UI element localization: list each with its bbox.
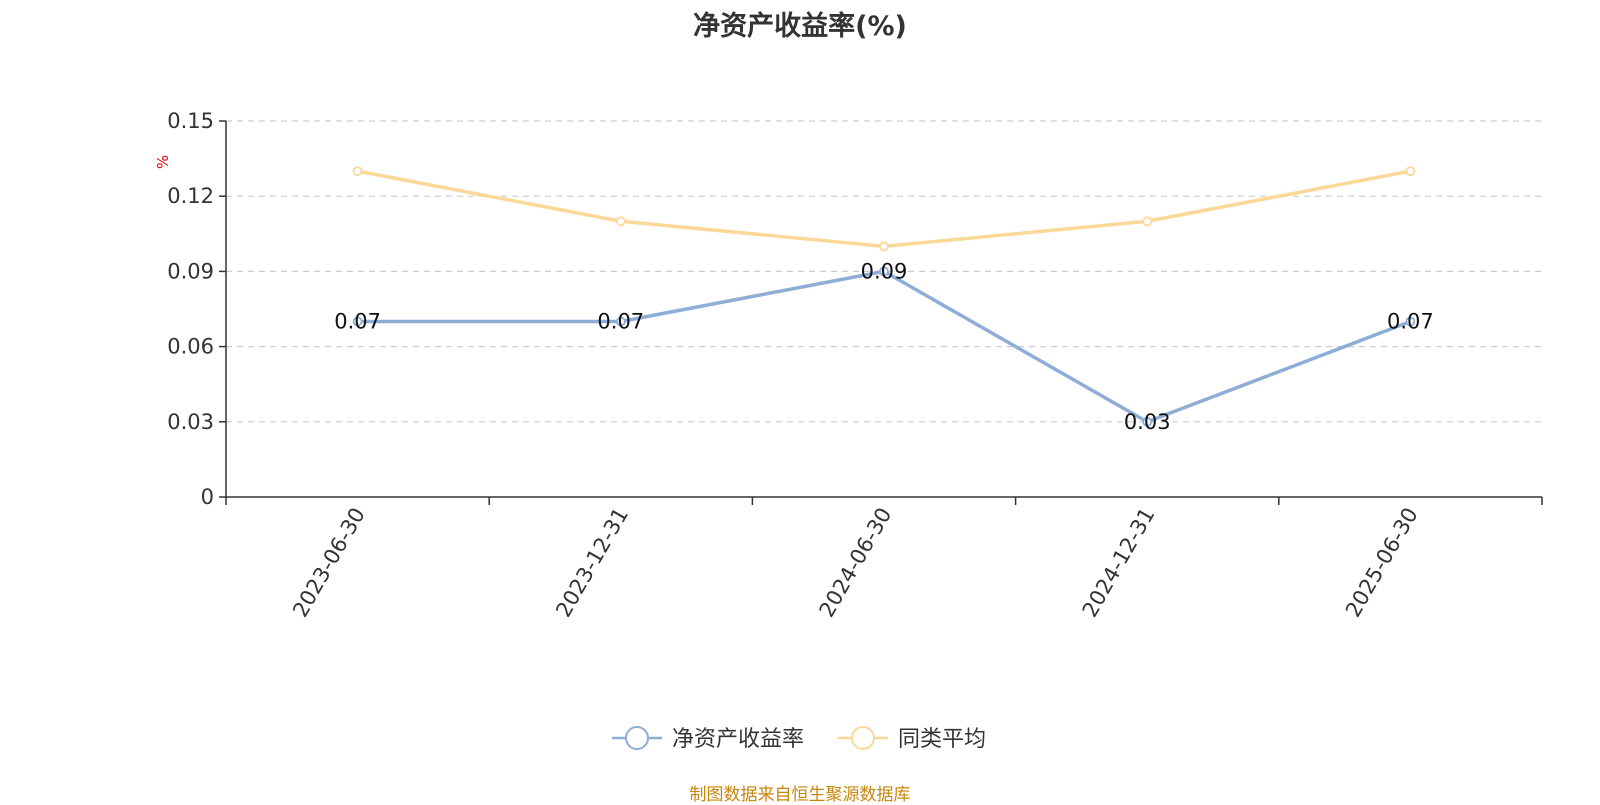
legend: 净资产收益率 同类平均 [612, 726, 986, 752]
x-tick-label-4: 2025-06-30 [1341, 504, 1423, 622]
x-tick-label-3: 2024-12-31 [1078, 504, 1160, 622]
label-layer: 0.07 0.07 0.09 0.03 0.07 [334, 259, 1434, 433]
series-0-point-4 [1405, 316, 1416, 327]
series-0-data-label-3: 0.03 [1124, 410, 1171, 434]
y-tick-label-2: 0.06 [167, 335, 214, 359]
series-layer [352, 166, 1416, 427]
x-tick-label-1: 2023-12-31 [551, 504, 633, 622]
y-tick-label-4: 0.12 [167, 184, 214, 208]
legend-label-1: 同类平均 [898, 727, 986, 752]
series-1-point-0 [352, 166, 363, 177]
source-note: 制图数据来自恒生聚源数据库 [689, 785, 911, 805]
series-0-point-3 [1142, 416, 1153, 427]
legend-marker-0 [625, 726, 649, 750]
series-0-point-2 [879, 266, 889, 277]
legend-label-0: 净资产收益率 [672, 727, 804, 752]
series-0-data-label-0: 0.07 [334, 310, 381, 334]
x-tick-label-0: 2023-06-30 [288, 504, 370, 622]
series-0-point-0 [352, 316, 363, 327]
y-tick-label-3: 0.09 [167, 259, 214, 283]
legend-marker-1 [851, 726, 875, 750]
y-tick-label-1: 0.03 [167, 410, 214, 434]
series-1-point-4 [1405, 166, 1416, 177]
y-tick-label-0: 0 [201, 485, 214, 509]
series-1-point-1 [615, 216, 626, 227]
series-1-point-2 [879, 241, 889, 252]
y-tick-label-5: 0.15 [167, 109, 214, 133]
series-0-data-label-1: 0.07 [597, 310, 644, 334]
series-0-point-1 [615, 316, 626, 327]
chart-title: 净资产收益率(%) [693, 11, 907, 42]
series-line-1 [357, 169, 1411, 249]
y-axis-unit-label: % [154, 155, 172, 169]
series-1-point-3 [1142, 216, 1153, 227]
series-0-data-label-2: 0.09 [861, 259, 908, 283]
series-0-data-label-4: 0.07 [1387, 310, 1434, 334]
x-tick-label-2: 2024-06-30 [815, 504, 897, 622]
